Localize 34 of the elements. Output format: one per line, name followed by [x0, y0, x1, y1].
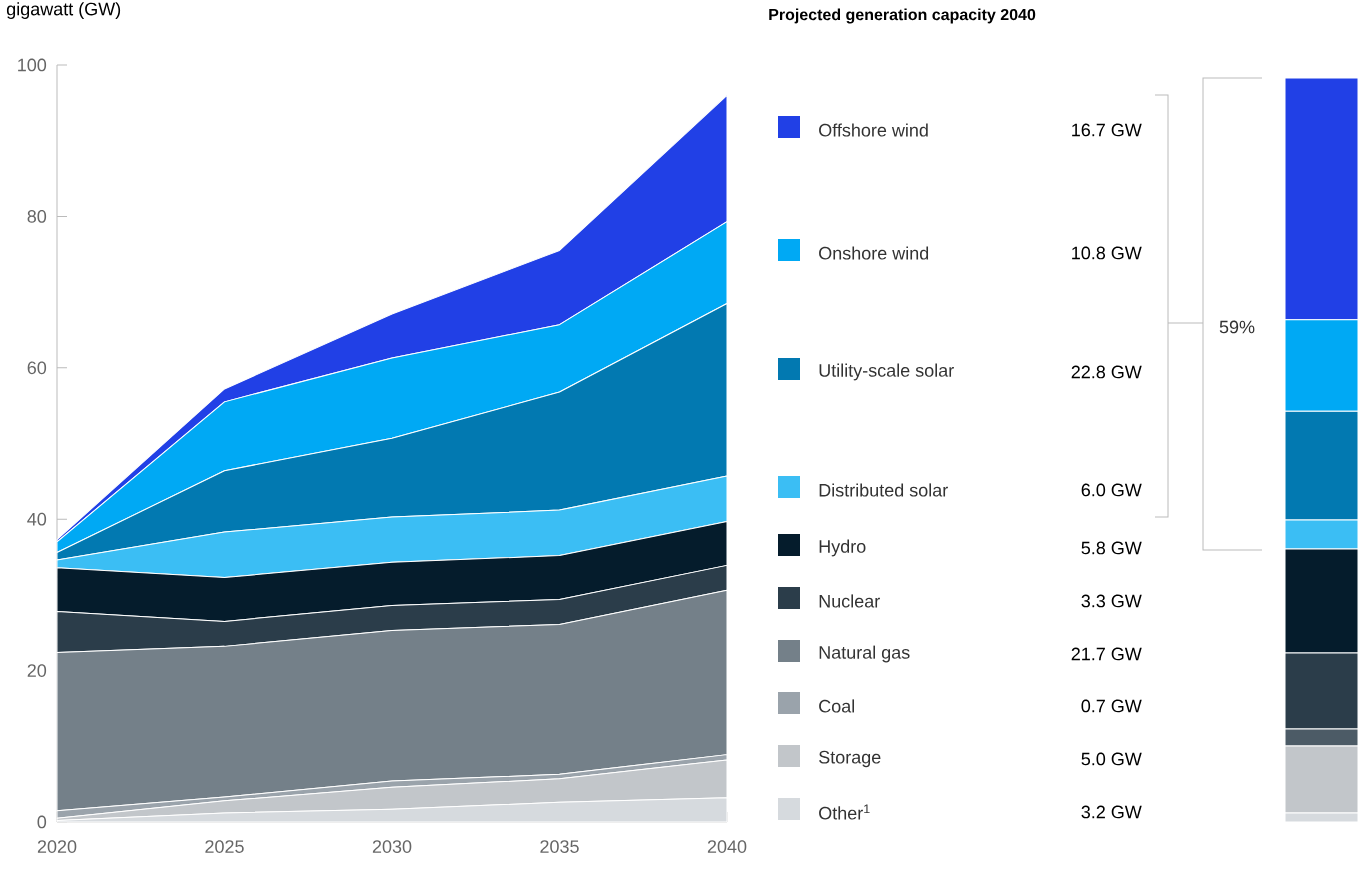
y-tick-label: 60	[27, 361, 47, 375]
legend-label: Distributed solar	[819, 483, 948, 497]
text: 10.8 GW	[1072, 246, 1142, 260]
text: 59%	[1219, 320, 1255, 334]
text: 16.7 GW	[1072, 123, 1142, 137]
text: 21.7 GW	[1071, 647, 1142, 661]
legend-title: Projected generation capacity 2040	[769, 8, 1036, 24]
legend-label: Offshore wind	[819, 123, 928, 137]
text: 0.7 GW	[1081, 699, 1142, 713]
text: 5.8 GW	[1081, 541, 1142, 555]
x-tick-label: 2020	[37, 840, 77, 853]
legend-label: Coal	[819, 699, 855, 713]
text: 22.8 GW	[1071, 365, 1142, 379]
x-tick-label: 2025	[205, 840, 244, 853]
text: 3.3 GW	[1081, 594, 1142, 608]
y-tick-label: 0	[37, 815, 47, 829]
y-tick-label: 20	[27, 664, 47, 677]
legend-label: Utility-scale solar	[819, 363, 954, 381]
x-tick-label: 2030	[372, 840, 412, 853]
text: 3.2 GW	[1081, 805, 1142, 819]
legend-label: Onshore wind	[819, 246, 929, 260]
x-tick-label: 2035	[540, 840, 579, 853]
y-tick-label: 80	[27, 210, 47, 223]
text: 5.0 GW	[1081, 752, 1142, 766]
legend-label: Hydro	[819, 539, 866, 557]
y-tick-label: 100	[18, 58, 47, 72]
legend-label: Natural gas	[819, 645, 910, 663]
legend-label: Storage	[819, 750, 881, 768]
legend-label: Nuclear	[819, 594, 880, 608]
legend-label: Other$^{1}$	[819, 804, 870, 820]
y-tick-label: 40	[27, 512, 47, 526]
text: 6.0 GW	[1081, 483, 1142, 497]
x-tick-label: 2040	[707, 840, 747, 853]
y-axis-title: gigawatt (GW)	[6, 2, 121, 19]
